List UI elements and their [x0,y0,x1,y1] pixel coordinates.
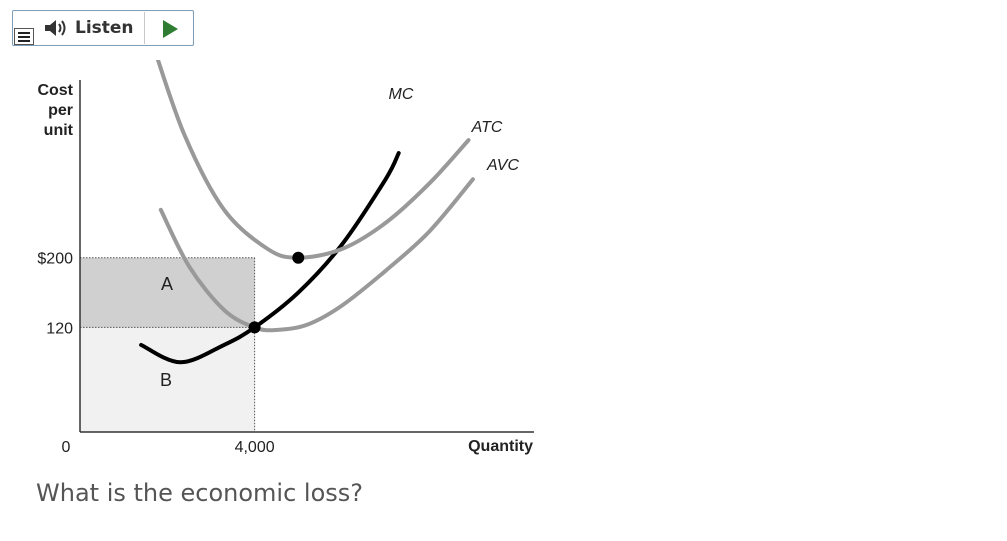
x-axis-label: Quantity [468,438,533,455]
origin-label: 0 [62,439,71,456]
region-label-a: A [161,274,173,294]
listen-button[interactable]: Listen [43,15,134,41]
region-a [80,257,255,328]
series-label-avc: AVC [486,157,519,174]
read-aloud-toolbar: Listen [12,10,194,46]
y-tick-label: $200 [37,251,73,268]
question-text: What is the economic loss? [36,479,364,507]
curve-avc [158,177,475,333]
marked-point-2 [292,251,305,264]
series-label-atc: ATC [471,119,503,136]
listen-label: Listen [75,18,134,38]
x-tick-label: 4,000 [235,439,275,456]
curve-mc [139,151,401,365]
marked-point-1 [248,321,261,334]
region-label-b: B [160,370,172,390]
y-axis-label-line-3: unit [44,122,74,139]
y-axis-label-line-1: Cost [37,82,73,99]
curve-atc [155,60,471,260]
toolbar-divider [144,12,145,44]
menu-icon[interactable] [14,28,34,45]
play-icon[interactable] [158,17,182,41]
cost-curves-chart: Cost per unit $200 120 0 4,000 Quantity MC ATC AVC… [37,60,534,456]
series-label-mc: MC [389,86,414,103]
y-axis-label-line-2: per [48,102,73,119]
y-tick-label: 120 [46,320,73,337]
speaker-icon [45,20,66,36]
